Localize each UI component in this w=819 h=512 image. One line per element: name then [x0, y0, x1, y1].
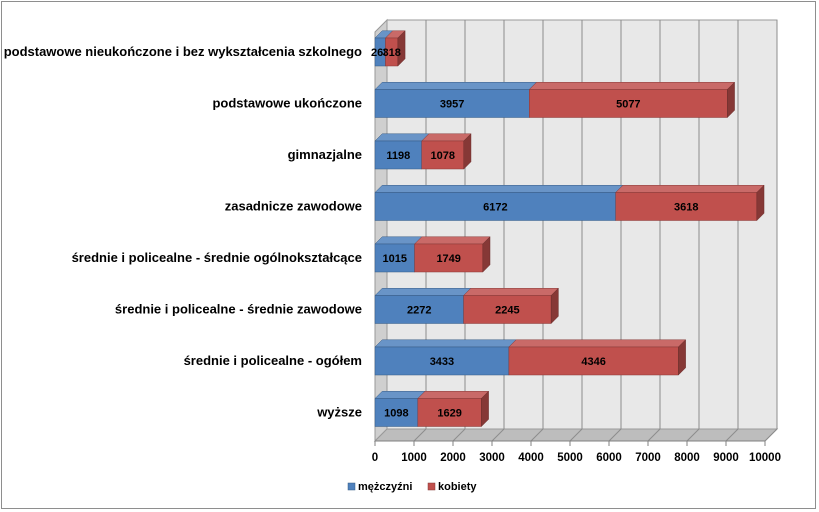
x-tick-label: 8000 — [674, 452, 700, 464]
bar-top — [421, 133, 472, 142]
legend: mężczyźni kobiety — [347, 481, 477, 493]
legend-label: kobiety — [438, 481, 477, 493]
data-label: 1749 — [436, 253, 460, 265]
legend-swatch — [427, 482, 436, 491]
bar — [374, 295, 464, 324]
bar-top — [528, 82, 736, 90]
x-tick-label: 6000 — [596, 452, 622, 464]
x-tick-label: 2000 — [440, 452, 466, 464]
bar-top — [374, 288, 472, 296]
data-label: 3957 — [440, 99, 464, 111]
bar — [374, 243, 415, 273]
bar-top — [374, 236, 423, 245]
data-label: 6172 — [483, 202, 507, 214]
data-label: 1015 — [383, 253, 407, 265]
bar-top — [508, 339, 687, 348]
bar-top — [413, 236, 491, 245]
bar — [414, 243, 484, 273]
data-label: 2245 — [495, 305, 519, 317]
data-label: 1078 — [431, 150, 455, 162]
category-label: średnie i policealne - ogółem — [184, 353, 362, 368]
category-label: podstawowe ukończone — [212, 96, 362, 111]
gridline-floor — [569, 428, 583, 442]
bar — [374, 89, 530, 118]
category-label: gimnazjalne — [288, 147, 362, 162]
bar — [463, 295, 552, 324]
bar-side — [756, 184, 765, 222]
bar-side — [482, 236, 491, 273]
legend-swatch — [347, 482, 356, 491]
x-tick-label: 3000 — [479, 452, 505, 464]
bar — [374, 398, 419, 427]
data-label: 268 — [371, 47, 389, 59]
bar — [374, 192, 616, 221]
data-label: 3618 — [674, 202, 698, 214]
gridline-floor — [764, 428, 778, 442]
bar — [529, 89, 728, 118]
data-label: 3433 — [430, 356, 454, 368]
gridline-floor — [647, 428, 661, 442]
bar-side — [550, 287, 559, 325]
x-tick-label: 4000 — [518, 452, 544, 464]
bar-top — [615, 185, 765, 193]
bar-side — [727, 81, 735, 119]
bar-top — [463, 288, 559, 296]
data-label: 318 — [382, 47, 400, 59]
bar-side — [397, 30, 406, 67]
legend-label: mężczyźni — [358, 481, 412, 493]
category-label: zasadnicze zawodowe — [225, 199, 362, 214]
data-label: 1098 — [384, 408, 408, 420]
x-tick-label: 10000 — [749, 452, 781, 464]
x-tick-label: 9000 — [713, 452, 739, 464]
bar-top — [374, 133, 430, 142]
bar-top — [374, 339, 517, 348]
bar — [374, 140, 422, 170]
data-label: 4346 — [581, 356, 605, 368]
category-label: wyższe — [316, 405, 362, 420]
x-tick-label: 7000 — [635, 452, 661, 464]
bar-side — [678, 339, 686, 376]
x-tick-label: 1000 — [401, 452, 427, 464]
bar — [615, 192, 758, 221]
bar-top — [417, 391, 490, 399]
category-label: średnie i policealne - średnie ogólnoksz… — [72, 250, 362, 265]
gridline-floor — [530, 428, 544, 442]
data-label: 5077 — [616, 99, 640, 111]
x-tick-label: 5000 — [557, 452, 583, 464]
gridline-floor — [608, 428, 622, 442]
bar — [417, 398, 482, 427]
category-label: podstawowe nieukończone i bez wykształce… — [4, 44, 362, 59]
gridline-floor — [413, 428, 427, 442]
gridline-floor — [452, 428, 466, 442]
bar-side — [481, 390, 489, 428]
data-label: 2272 — [407, 305, 431, 317]
bar-top — [374, 82, 538, 90]
gridline-floor — [686, 428, 700, 442]
gridline-floor — [725, 428, 739, 442]
x-tick-label: 0 — [372, 452, 378, 464]
data-label: 1629 — [437, 408, 461, 420]
data-label: 1198 — [386, 150, 410, 162]
bar — [374, 346, 510, 376]
category-labels: podstawowe nieukończone i bez wykształce… — [4, 44, 362, 420]
bar-top — [374, 391, 426, 399]
bar-top — [374, 185, 624, 193]
bar — [508, 346, 679, 376]
bar — [421, 140, 465, 170]
bar-side — [463, 133, 472, 170]
gridline-floor — [491, 428, 505, 442]
x-axis-ticks: 0 1000 2000 3000 4000 5000 6000 7000 8000 9000 100… — [372, 440, 781, 464]
category-label: średnie i policealne - średnie zawodowe — [115, 302, 362, 317]
